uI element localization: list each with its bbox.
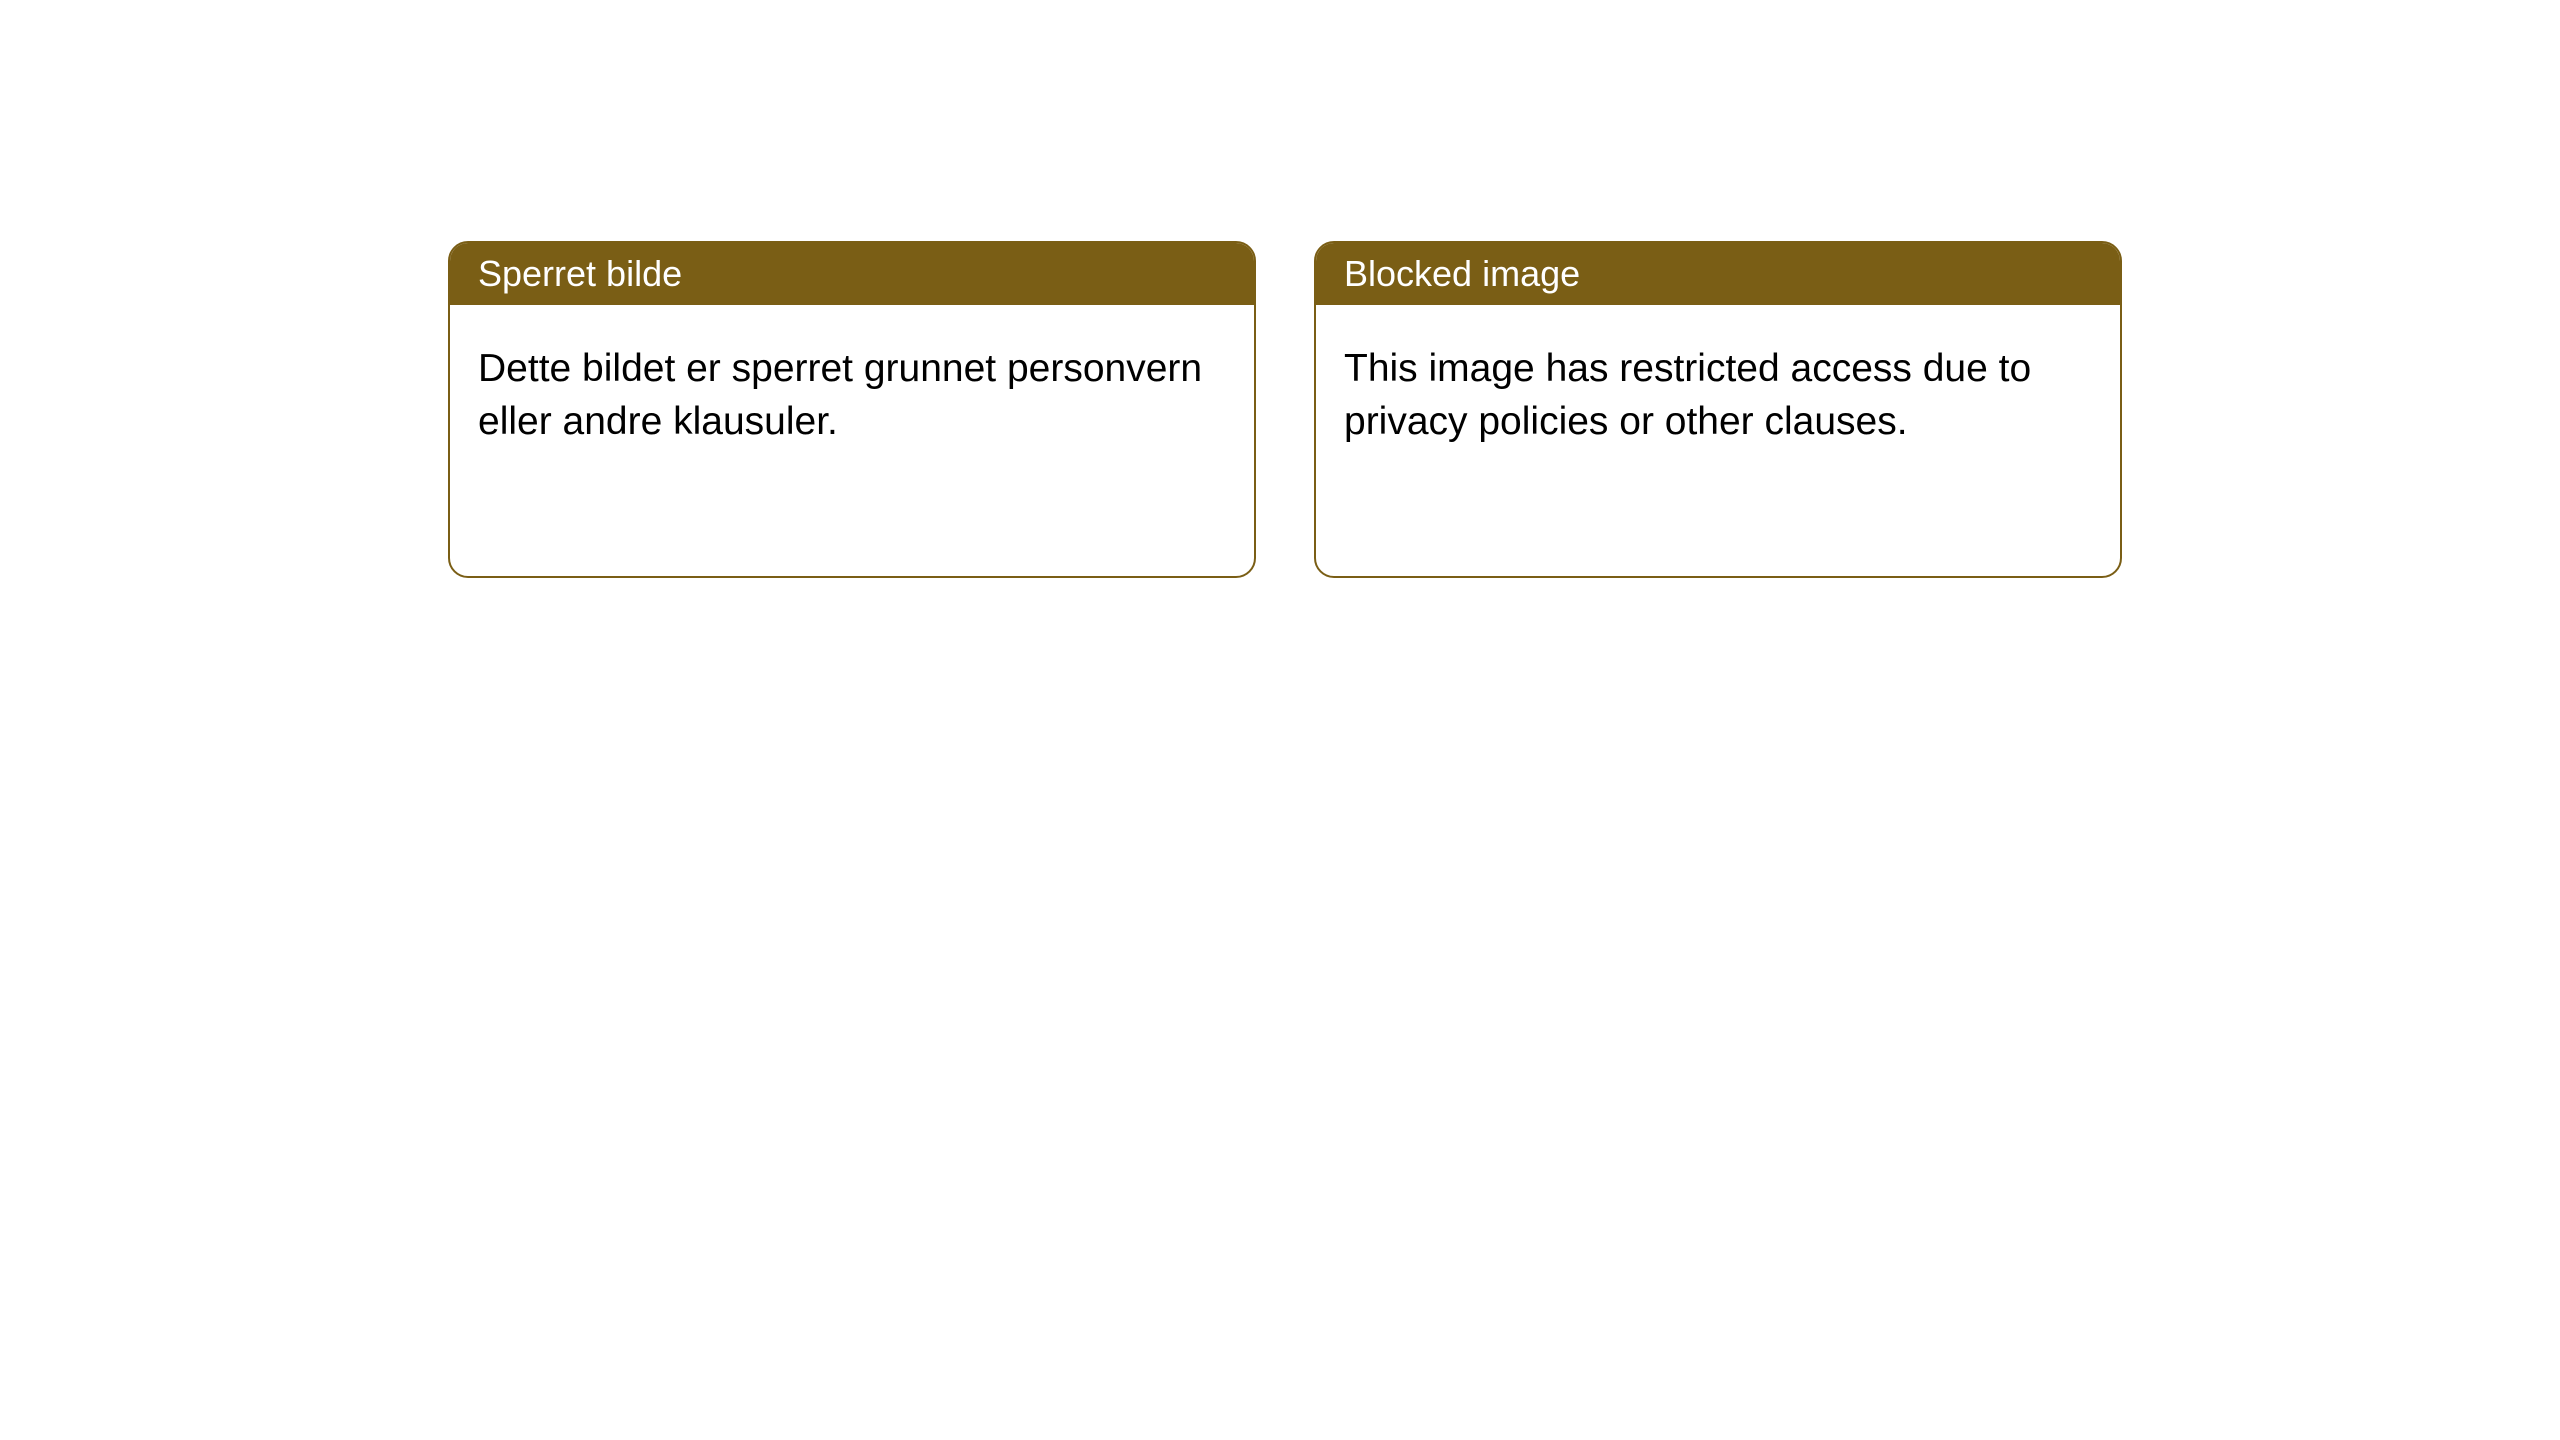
card-body-text: Dette bildet er sperret grunnet personve… [478,347,1202,443]
card-body-text: This image has restricted access due to … [1344,347,2031,443]
blocked-image-card-no: Sperret bilde Dette bildet er sperret gr… [448,241,1256,578]
card-title: Blocked image [1344,253,1580,294]
blocked-image-card-en: Blocked image This image has restricted … [1314,241,2122,578]
card-header: Sperret bilde [450,243,1254,305]
notice-container: Sperret bilde Dette bildet er sperret gr… [448,241,2122,578]
card-body: Dette bildet er sperret grunnet personve… [450,305,1254,486]
card-body: This image has restricted access due to … [1316,305,2120,486]
card-header: Blocked image [1316,243,2120,305]
card-title: Sperret bilde [478,253,682,294]
